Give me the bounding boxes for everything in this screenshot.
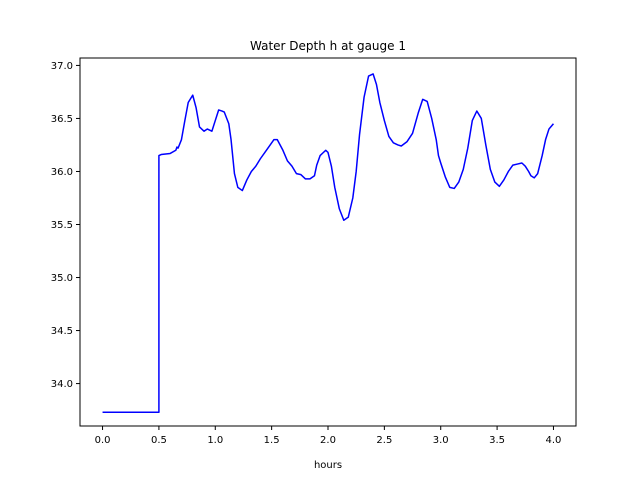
x-tick-label: 2.0 [320,435,336,446]
x-tick-label: 1.0 [207,435,223,446]
x-tick-label: 0.5 [151,435,167,446]
series-line-water-depth [102,73,555,413]
y-tick-label: 36.5 [51,114,73,125]
x-tick-label: 3.0 [433,435,449,446]
x-axis: 0.0 0.5 1.0 1.5 2.0 2.5 3.0 3.5 4.0 [95,426,562,446]
y-tick-label: 35.0 [51,273,73,284]
x-tick-label: 1.5 [264,435,280,446]
y-tick-label: 34.0 [51,379,73,390]
y-tick-label: 36.0 [51,167,73,178]
x-tick-label: 4.0 [546,435,562,446]
chart-title: Water Depth h at gauge 1 [250,39,406,53]
y-tick-label: 35.5 [51,220,73,231]
y-tick-label: 34.5 [51,326,73,337]
x-axis-label: hours [314,460,342,471]
x-tick-label: 3.5 [489,435,505,446]
x-tick-label: 0.0 [95,435,111,446]
y-axis: 34.0 34.5 35.0 35.5 36.0 36.5 37.0 [51,61,80,390]
y-tick-label: 37.0 [51,61,73,72]
x-tick-label: 2.5 [376,435,392,446]
